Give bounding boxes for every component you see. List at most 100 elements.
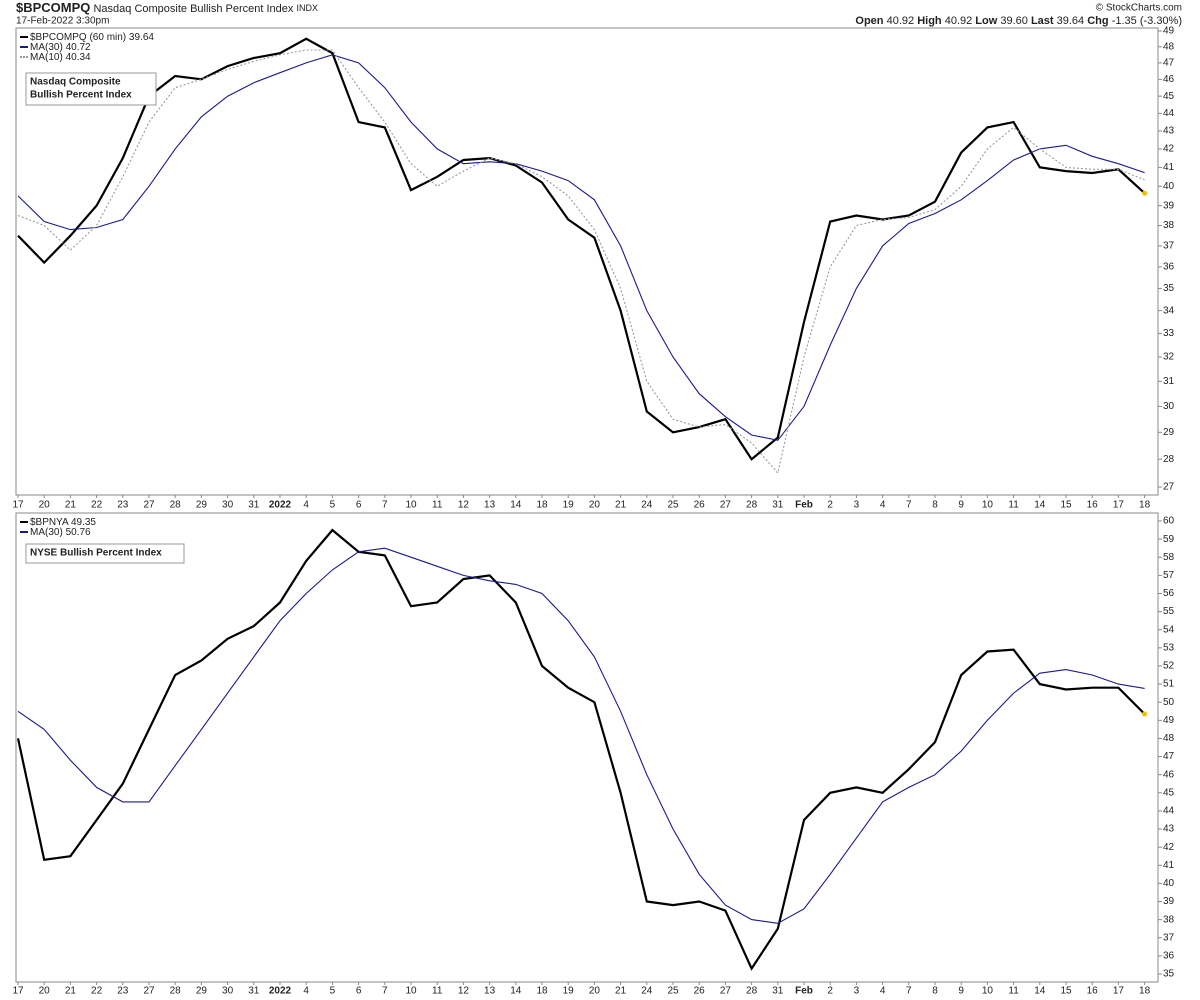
ma-line xyxy=(17,54,1145,441)
y-tick-label: 36 xyxy=(1163,951,1175,962)
x-tick-label: 8 xyxy=(932,500,938,511)
y-tick-label: 34 xyxy=(1163,305,1175,316)
index-name: Nasdaq Composite Bullish Percent Index xyxy=(93,3,293,15)
x-tick-label: 23 xyxy=(117,500,129,511)
x-tick-label: 17 xyxy=(12,500,24,511)
y-tick-label: 28 xyxy=(1163,454,1175,465)
y-tick-label: 49 xyxy=(1163,715,1175,726)
legend-value: 39.64 xyxy=(129,32,154,43)
x-tick-label: 9 xyxy=(958,986,964,997)
y-tick-label: 29 xyxy=(1163,427,1175,438)
x-tick-label: 7 xyxy=(382,986,388,997)
y-tick-label: 30 xyxy=(1163,401,1175,412)
x-tick-label: 16 xyxy=(1087,986,1099,997)
quote-value: -1.35 (-3.30%) xyxy=(1112,15,1182,27)
y-tick-label: 45 xyxy=(1163,787,1175,798)
quote-label: Last xyxy=(1031,15,1054,27)
legend-label: MA(30) 40.72 xyxy=(30,42,91,53)
legend-label: MA(30) 50.76 xyxy=(30,527,91,538)
y-tick-label: 33 xyxy=(1163,328,1175,339)
x-tick-label: Feb xyxy=(795,986,813,997)
y-tick-label: 57 xyxy=(1163,570,1175,581)
x-tick-label: 4 xyxy=(303,500,309,511)
x-tick-label: 7 xyxy=(906,986,912,997)
x-tick-label: 11 xyxy=(432,986,443,997)
plot-frame xyxy=(15,27,1159,496)
quote-label: Open xyxy=(855,15,883,27)
quote-value: 39.60 xyxy=(1000,15,1028,27)
x-tick-label: 19 xyxy=(563,986,575,997)
annotation-text: Bullish Percent Index xyxy=(30,90,132,101)
x-tick-label: 21 xyxy=(65,500,77,511)
x-tick-label: 18 xyxy=(536,986,548,997)
x-tick-label: 25 xyxy=(667,986,679,997)
x-tick-label: 18 xyxy=(536,500,548,511)
legend-name: MA(30) xyxy=(30,527,63,538)
x-tick-label: 29 xyxy=(196,500,208,511)
x-tick-label: 4 xyxy=(303,986,309,997)
x-tick-label: 12 xyxy=(458,986,470,997)
x-tick-label: 28 xyxy=(170,500,182,511)
y-tick-label: 56 xyxy=(1163,588,1175,599)
x-tick-label: 10 xyxy=(405,986,417,997)
x-tick-label: 10 xyxy=(405,500,417,511)
x-tick-label: 3 xyxy=(854,500,860,511)
x-tick-label: 5 xyxy=(330,500,336,511)
x-tick-label: 22 xyxy=(91,500,103,511)
y-tick-label: 47 xyxy=(1163,751,1175,762)
y-tick-label: 53 xyxy=(1163,642,1175,653)
x-tick-label: 17 xyxy=(1113,500,1125,511)
x-tick-label: 11 xyxy=(432,500,443,511)
y-tick-label: 50 xyxy=(1163,697,1175,708)
x-tick-label: 6 xyxy=(356,500,362,511)
y-tick-label: 38 xyxy=(1163,914,1175,925)
x-tick-label: 13 xyxy=(484,986,496,997)
x-tick-label: 15 xyxy=(1060,500,1072,511)
y-tick-label: 44 xyxy=(1163,806,1175,817)
date: 17-Feb-2022 3:30pm xyxy=(16,16,109,27)
x-tick-label: 7 xyxy=(906,500,912,511)
x-tick-label: 21 xyxy=(65,986,77,997)
legend-name: MA(10) xyxy=(30,52,63,63)
legend-value: 50.76 xyxy=(66,527,91,538)
x-tick-label: 2 xyxy=(827,986,833,997)
x-tick-label: 28 xyxy=(746,986,758,997)
y-tick-label: 42 xyxy=(1163,842,1175,853)
y-tick-label: 36 xyxy=(1163,262,1175,273)
x-tick-label: Feb xyxy=(795,500,813,511)
quote-label: High xyxy=(917,15,942,27)
quote: Open 40.92 High 40.92 Low 39.60 Last 39.… xyxy=(855,15,1182,27)
y-tick-label: 39 xyxy=(1163,200,1175,211)
x-tick-label: 9 xyxy=(958,500,964,511)
x-tick-label: 26 xyxy=(694,500,706,511)
y-tick-label: 42 xyxy=(1163,144,1175,155)
last-dot xyxy=(1142,711,1148,717)
x-tick-label: 14 xyxy=(510,500,522,511)
x-tick-label: 18 xyxy=(1139,500,1151,511)
quote-value: 40.92 xyxy=(887,15,915,27)
legend-value: 49.35 xyxy=(71,517,96,528)
x-tick-label: 14 xyxy=(1034,986,1046,997)
x-tick-label: 4 xyxy=(880,500,886,511)
copyright: © StockCharts.com xyxy=(1096,3,1182,14)
x-tick-label: 5 xyxy=(330,986,336,997)
plot-frame xyxy=(15,512,1159,983)
x-tick-label: 27 xyxy=(143,500,155,511)
annotation-text: Nasdaq Composite xyxy=(30,77,121,88)
x-tick-label: 25 xyxy=(667,500,679,511)
x-tick-label: 10 xyxy=(982,986,994,997)
price-line xyxy=(17,37,1146,461)
x-tick-label: 31 xyxy=(772,500,784,511)
x-tick-label: 27 xyxy=(143,986,155,997)
symbol: $BPCOMPQ xyxy=(16,0,90,15)
x-tick-label: 6 xyxy=(356,986,362,997)
legend-label: MA(10) 40.34 xyxy=(30,52,91,63)
x-tick-label: 14 xyxy=(1034,500,1046,511)
x-tick-label: 28 xyxy=(746,500,758,511)
y-tick-label: 40 xyxy=(1163,878,1175,889)
ma-line xyxy=(17,49,1145,475)
legend-value: 40.34 xyxy=(66,52,91,63)
x-tick-label: 28 xyxy=(170,986,182,997)
y-tick-label: 47 xyxy=(1163,58,1175,69)
